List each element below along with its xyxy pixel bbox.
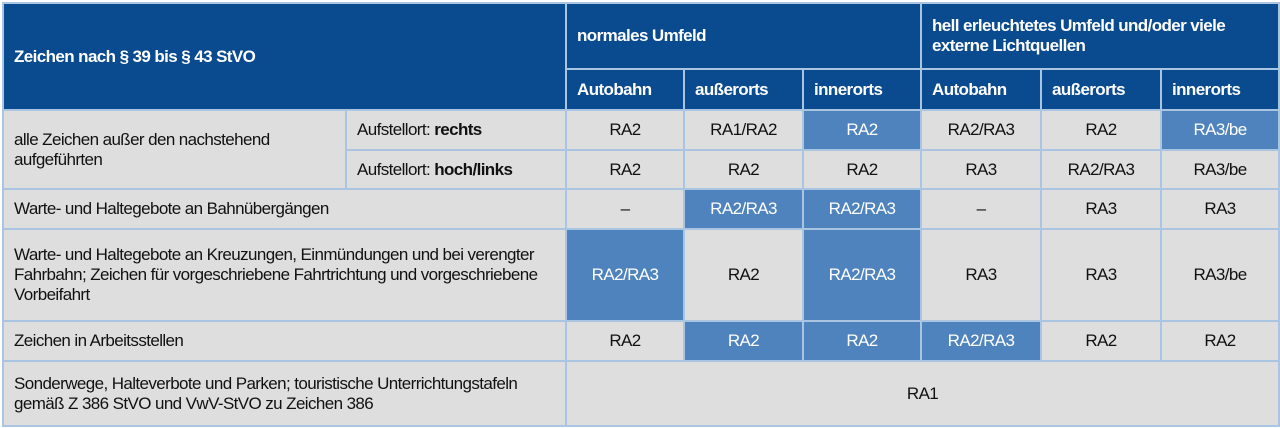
value-cell: RA2/RA3 bbox=[802, 188, 923, 230]
value-cell: RA3 bbox=[1160, 188, 1280, 230]
placement-prefix: Aufstellort: bbox=[357, 120, 435, 139]
value-cell: – bbox=[565, 188, 686, 230]
value-cell: RA2 bbox=[802, 149, 923, 190]
table-row: Zeichen in Arbeitsstellen RA2 RA2 RA2 RA2/RA… bbox=[1, 320, 1280, 362]
value-cell: RA2/RA3 bbox=[565, 228, 686, 322]
value-cell: RA3/be bbox=[1160, 109, 1280, 151]
table-row: Sonderwege, Halteverbote und Parken; tou… bbox=[1, 360, 1280, 427]
column-header: außerorts bbox=[683, 68, 805, 111]
value-cell: RA2 bbox=[1040, 320, 1163, 362]
table-row: alle Zeichen außer den nachstehend aufge… bbox=[2, 109, 1280, 190]
value-cell: RA3 bbox=[920, 149, 1043, 190]
header-group-bright: hell erleuchtetes Umfeld und/oder viele … bbox=[920, 2, 1280, 70]
value-cell: RA2 bbox=[565, 109, 686, 151]
placement-value: hoch/links bbox=[434, 159, 513, 179]
table-row: Warte- und Haltegebote an Kreuzungen, Ei… bbox=[1, 228, 1280, 322]
value-cell: RA2 bbox=[683, 320, 805, 362]
value-cell: RA2/RA3 bbox=[802, 228, 923, 322]
column-header: innerorts bbox=[1160, 68, 1280, 111]
value-cell: RA2 bbox=[802, 320, 923, 362]
value-cell: RA2 bbox=[565, 149, 686, 190]
value-cell: – bbox=[920, 188, 1043, 230]
column-header: außerorts bbox=[1040, 68, 1163, 111]
value-cell: RA2/RA3 bbox=[920, 320, 1043, 362]
table-row: Warte- und Haltegebote an Bahnübergängen… bbox=[1, 188, 1280, 230]
column-header: Autobahn bbox=[565, 68, 686, 111]
row-label: alle Zeichen außer den nachstehend aufge… bbox=[2, 109, 347, 190]
value-cell: RA1 bbox=[565, 360, 1280, 427]
value-cell: RA2 bbox=[802, 109, 923, 151]
header-title: Zeichen nach § 39 bis § 43 StVO bbox=[1, 2, 568, 111]
value-cell: RA2/RA3 bbox=[920, 109, 1043, 151]
value-cell: RA1/RA2 bbox=[683, 109, 805, 151]
value-cell: RA3 bbox=[1040, 228, 1163, 322]
value-cell: RA3/be bbox=[1160, 228, 1280, 322]
value-cell: RA2 bbox=[1040, 109, 1163, 151]
value-cell: RA2 bbox=[683, 228, 805, 322]
placement-label: Aufstellort: hoch/links bbox=[344, 149, 568, 190]
column-header: innerorts bbox=[802, 68, 923, 111]
placement-label: Aufstellort: rechts bbox=[344, 109, 568, 151]
value-cell: RA3 bbox=[920, 228, 1043, 322]
value-cell: RA2/RA3 bbox=[683, 188, 805, 230]
value-cell: RA3/be bbox=[1160, 149, 1280, 190]
value-cell: RA2 bbox=[1160, 320, 1280, 362]
value-cell: RA3 bbox=[1040, 188, 1163, 230]
header-group-normal: normales Umfeld bbox=[565, 2, 923, 70]
row-label: Sonderwege, Halteverbote und Parken; tou… bbox=[1, 360, 568, 427]
table-row: Aufstellort: hoch/links RA2 RA2 RA2 RA3 RA2/R… bbox=[3, 149, 1280, 190]
value-cell: RA2 bbox=[565, 320, 686, 362]
placement-prefix: Aufstellort: bbox=[357, 159, 435, 179]
value-cell: RA2/RA3 bbox=[1040, 149, 1163, 190]
placement-value: rechts bbox=[434, 120, 482, 139]
row-label: Warte- und Haltegebote an Bahnübergängen bbox=[1, 188, 568, 230]
value-cell: RA2 bbox=[683, 149, 805, 190]
row-label: Zeichen in Arbeitsstellen bbox=[1, 320, 568, 362]
row-label: Warte- und Haltegebote an Kreuzungen, Ei… bbox=[1, 228, 568, 322]
column-header: Autobahn bbox=[920, 68, 1043, 111]
